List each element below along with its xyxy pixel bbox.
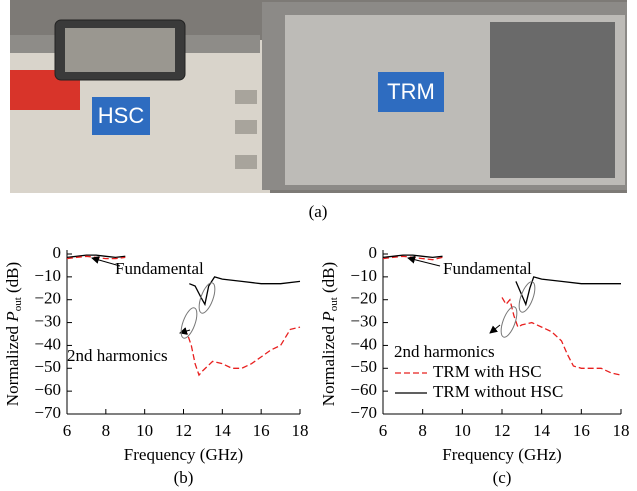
annotation-ellipse — [518, 281, 536, 313]
series-line — [382, 254, 621, 307]
x-tick-label: 8 — [418, 421, 427, 440]
y-tick-label: −60 — [34, 380, 61, 399]
annotation: 2nd harmonics — [67, 346, 168, 365]
caption: (a) — [309, 202, 328, 221]
y-tick-label: −50 — [34, 357, 61, 376]
y-tick-label: −50 — [350, 357, 377, 376]
port — [235, 90, 257, 104]
photo-label: HSC — [98, 103, 145, 128]
y-tick-label: −40 — [34, 334, 61, 353]
y-tick-label: −60 — [350, 380, 377, 399]
x-tick-label: 16 — [573, 421, 590, 440]
hsc-window — [65, 28, 175, 72]
y-axis-label: Normalized Pout (dB) — [3, 262, 24, 406]
y-label-unit: (dB) — [319, 262, 338, 297]
y-label-text: Normalized — [3, 322, 22, 407]
x-axis-label: Frequency (GHz) — [442, 445, 561, 464]
annotation-arrow — [407, 255, 441, 267]
annotation-arrow — [489, 324, 501, 334]
annotation-ellipse — [198, 282, 216, 314]
y-axis-label: Normalized Pout (dB) — [319, 262, 340, 406]
port — [235, 155, 257, 169]
x-tick-label: 12 — [494, 421, 511, 440]
series-line — [66, 254, 301, 307]
annotation: Fundamental — [443, 259, 532, 278]
y-tick-label: −20 — [350, 289, 377, 308]
caption: (b) — [174, 468, 194, 487]
x-tick-label: 14 — [533, 421, 551, 440]
x-tick-label: 16 — [253, 421, 270, 440]
annotation-ellipse — [180, 307, 198, 339]
y-tick-label: −10 — [350, 266, 377, 285]
annotation: Fundamental — [115, 259, 204, 278]
y-label-sub: out — [12, 297, 24, 311]
y-tick-label: −30 — [350, 311, 377, 330]
x-axis-label: Frequency (GHz) — [124, 445, 243, 464]
y-label-sub: out — [328, 297, 340, 311]
y-label-text: Normalized — [319, 322, 338, 407]
y-label-symbol: P — [319, 311, 338, 322]
x-tick-label: 12 — [175, 421, 192, 440]
y-tick-label: 0 — [369, 243, 378, 262]
y-label-unit: (dB) — [3, 262, 22, 297]
x-tick-label: 18 — [292, 421, 309, 440]
x-tick-label: 8 — [102, 421, 111, 440]
annotation-arrow — [179, 327, 191, 335]
label-box — [378, 72, 444, 112]
legend-label: TRM without HSC — [433, 382, 563, 401]
annotation-ellipse — [500, 306, 518, 338]
annotation: 2nd harmonics — [394, 342, 495, 361]
y-tick-label: −40 — [350, 334, 377, 353]
photo-label: TRM — [387, 79, 435, 104]
y-tick-label: −70 — [34, 403, 61, 422]
x-tick-label: 10 — [136, 421, 153, 440]
x-tick-label: 6 — [63, 421, 72, 440]
x-tick-label: 6 — [379, 421, 388, 440]
trm-cover — [490, 22, 615, 178]
x-tick-label: 14 — [214, 421, 232, 440]
y-tick-label: −20 — [34, 289, 61, 308]
y-tick-label: 0 — [53, 243, 62, 262]
x-tick-label: 10 — [454, 421, 471, 440]
y-tick-label: −70 — [350, 403, 377, 422]
y-label-symbol: P — [3, 311, 22, 322]
y-tick-label: −30 — [34, 311, 61, 330]
x-tick-label: 18 — [613, 421, 630, 440]
y-tick-label: −10 — [34, 266, 61, 285]
photo: HSC TRM — [10, 0, 627, 193]
port — [235, 120, 257, 134]
label-box — [92, 97, 150, 135]
legend-label: TRM with HSC — [433, 362, 542, 381]
caption: (c) — [493, 468, 512, 487]
annotation-arrow — [91, 256, 121, 267]
